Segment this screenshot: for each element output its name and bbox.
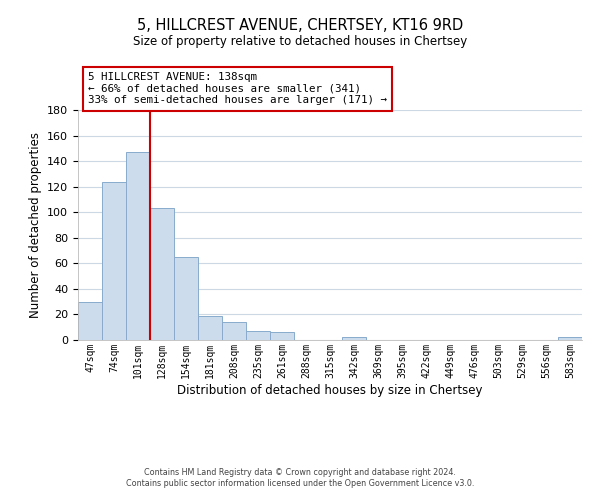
Bar	[270, 332, 294, 340]
Bar	[102, 182, 126, 340]
X-axis label: Distribution of detached houses by size in Chertsey: Distribution of detached houses by size …	[177, 384, 483, 396]
Bar	[246, 331, 270, 340]
Bar	[198, 316, 222, 340]
Text: Size of property relative to detached houses in Chertsey: Size of property relative to detached ho…	[133, 35, 467, 48]
Bar	[126, 152, 150, 340]
Bar	[174, 257, 198, 340]
Text: 5 HILLCREST AVENUE: 138sqm
← 66% of detached houses are smaller (341)
33% of sem: 5 HILLCREST AVENUE: 138sqm ← 66% of deta…	[88, 72, 387, 106]
Bar	[78, 302, 102, 340]
Text: 5, HILLCREST AVENUE, CHERTSEY, KT16 9RD: 5, HILLCREST AVENUE, CHERTSEY, KT16 9RD	[137, 18, 463, 32]
Bar	[150, 208, 174, 340]
Bar	[222, 322, 246, 340]
Y-axis label: Number of detached properties: Number of detached properties	[29, 132, 41, 318]
Bar	[558, 338, 582, 340]
Text: Contains HM Land Registry data © Crown copyright and database right 2024.
Contai: Contains HM Land Registry data © Crown c…	[126, 468, 474, 487]
Bar	[342, 338, 366, 340]
